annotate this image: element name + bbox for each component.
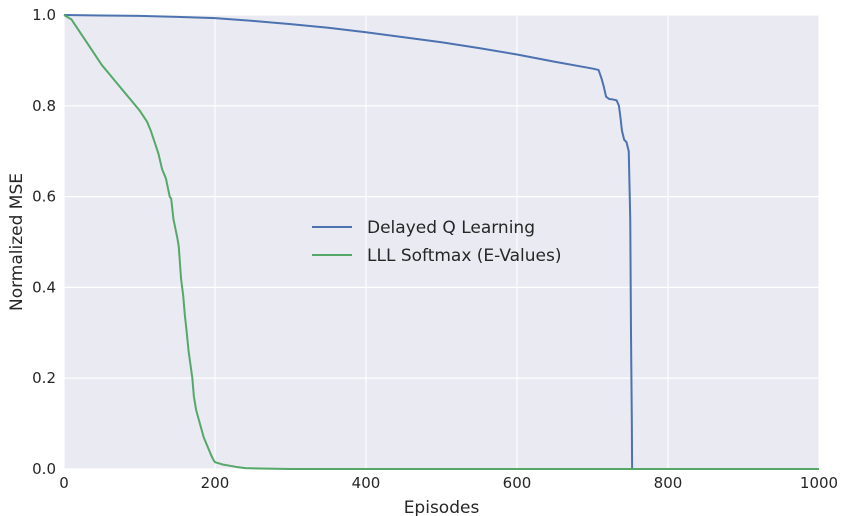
y-axis-label: Normalized MSE	[7, 173, 27, 311]
x-tick-labels: 0 200 400 600 800 1000	[59, 474, 838, 492]
legend: Delayed Q Learning LLL Softmax (E-Values)	[312, 218, 562, 266]
y-tick-label: 0.4	[32, 278, 56, 296]
y-tick-label: 0.6	[32, 188, 56, 206]
series-line-1	[63, 14, 819, 470]
x-tick-label: 1000	[800, 474, 838, 492]
y-tick-label: 0.8	[32, 97, 56, 115]
y-tick-label: 0.0	[32, 460, 56, 478]
plot-area	[64, 15, 819, 469]
y-tick-labels: 0.0 0.2 0.4 0.6 0.8 1.0	[32, 6, 56, 478]
x-tick-label: 600	[503, 474, 532, 492]
y-tick-label: 0.2	[32, 369, 56, 387]
x-tick-label: 200	[201, 474, 230, 492]
legend-label: Delayed Q Learning	[367, 218, 535, 238]
series-line-0	[63, 14, 819, 470]
x-tick-label: 400	[352, 474, 381, 492]
x-tick-label: 800	[654, 474, 683, 492]
legend-label: LLL Softmax (E-Values)	[367, 246, 562, 266]
series-lines	[63, 14, 819, 470]
x-tick-label: 0	[59, 474, 69, 492]
y-tick-label: 1.0	[32, 6, 56, 24]
x-axis-label: Episodes	[404, 498, 480, 516]
